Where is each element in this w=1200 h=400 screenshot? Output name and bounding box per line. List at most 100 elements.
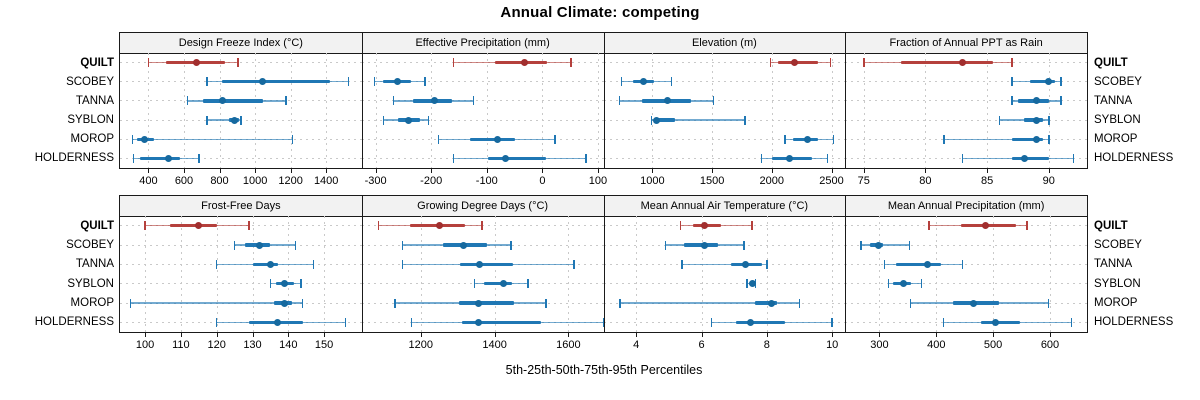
interquartile-bar bbox=[458, 301, 514, 305]
whisker-cap-high bbox=[347, 77, 350, 87]
whisker-cap-high bbox=[798, 298, 801, 308]
whisker-cap-high bbox=[300, 279, 302, 289]
whisker-cap-low bbox=[860, 240, 862, 250]
x-tick-mark bbox=[1050, 333, 1051, 337]
row-gridline bbox=[603, 81, 846, 83]
median-dot bbox=[969, 299, 977, 307]
panel-group-row-2: Frost-Free Days Growing Degree Days (°C) M… bbox=[120, 196, 1087, 332]
site-label-left-tanna: TANNA bbox=[75, 258, 114, 271]
median-dot bbox=[501, 154, 509, 162]
median-dot bbox=[459, 241, 467, 249]
x-tick-label: 400 bbox=[927, 339, 946, 351]
whisker-cap-low bbox=[131, 134, 134, 144]
panel-strip: Fraction of Annual PPT as Rain bbox=[845, 33, 1087, 53]
x-tick-label: 110 bbox=[172, 339, 190, 351]
whisker-cap-high bbox=[585, 153, 588, 163]
median-dot bbox=[140, 135, 148, 143]
whisker-cap-low bbox=[862, 58, 865, 68]
panel-strip-title: Fraction of Annual PPT as Rain bbox=[889, 37, 1043, 49]
panel-divider bbox=[361, 196, 363, 332]
row-gridline bbox=[603, 100, 846, 102]
x-tick-mark bbox=[216, 333, 218, 337]
whisker-cap-high bbox=[961, 259, 964, 269]
v-gridline bbox=[568, 216, 570, 332]
row-gridline bbox=[603, 283, 846, 285]
x-tick-mark bbox=[925, 169, 927, 173]
whisker-cap-low bbox=[679, 221, 682, 231]
x-tick-label: 2500 bbox=[819, 175, 844, 187]
panel-strip: Frost-Free Days bbox=[120, 196, 362, 216]
x-tick-label: 80 bbox=[919, 175, 932, 187]
site-label-left-scobey: SCOBEY bbox=[66, 239, 114, 251]
v-gridline bbox=[420, 216, 422, 332]
median-dot bbox=[474, 299, 482, 307]
whisker-cap-low bbox=[1010, 77, 1013, 87]
whisker-line bbox=[619, 302, 800, 304]
median-dot bbox=[281, 280, 289, 288]
v-gridline bbox=[987, 53, 989, 168]
panel-divider bbox=[845, 196, 847, 332]
whisker-cap-low bbox=[664, 240, 667, 250]
interquartile-bar bbox=[495, 60, 547, 65]
median-dot bbox=[742, 260, 750, 268]
row-gridline bbox=[361, 81, 604, 83]
x-tick-label: -300 bbox=[364, 175, 387, 187]
whisker-cap-low bbox=[909, 298, 912, 308]
site-label-right-scobey: SCOBEY bbox=[1094, 75, 1142, 88]
x-tick-label: 1000 bbox=[242, 175, 268, 187]
x-tick-mark bbox=[219, 169, 221, 173]
x-tick-label: 1200 bbox=[408, 339, 434, 351]
median-dot bbox=[258, 78, 266, 86]
whisker-cap-low bbox=[942, 317, 945, 327]
panel-strip-title: Growing Degree Days (°C) bbox=[417, 200, 549, 212]
median-dot bbox=[992, 318, 1000, 326]
x-axis-caption: 5th-25th-50th-75th-95th Percentiles bbox=[505, 363, 703, 377]
x-tick-mark bbox=[1048, 169, 1050, 173]
whisker-cap-low bbox=[206, 115, 208, 125]
interquartile-bar bbox=[1011, 156, 1049, 161]
v-gridline bbox=[326, 53, 328, 168]
whisker-cap-low bbox=[215, 259, 218, 269]
site-label-left-scobey: SCOBEY bbox=[66, 75, 114, 88]
whisker-cap-high bbox=[1047, 134, 1050, 144]
whisker-cap-low bbox=[215, 317, 218, 327]
whisker-cap-high bbox=[1047, 298, 1050, 308]
x-tick-label: 1400 bbox=[313, 175, 339, 187]
x-tick-mark bbox=[486, 169, 488, 173]
x-tick-label: 600 bbox=[1040, 339, 1060, 351]
row-gridline bbox=[845, 263, 1087, 265]
v-gridline bbox=[252, 216, 254, 332]
whisker-cap-low bbox=[943, 134, 945, 144]
v-gridline bbox=[290, 53, 292, 168]
whisker-cap-low bbox=[784, 134, 786, 144]
x-tick-mark bbox=[145, 333, 147, 337]
x-tick-label: -200 bbox=[420, 175, 443, 187]
x-tick-label: 1600 bbox=[556, 339, 581, 351]
interquartile-bar bbox=[470, 137, 516, 142]
median-dot bbox=[653, 116, 661, 124]
site-label-right-tanna: TANNA bbox=[1094, 94, 1133, 107]
whisker-cap-low bbox=[437, 134, 440, 144]
panel-divider bbox=[603, 196, 605, 332]
site-label-right-holderness: HOLDERNESS bbox=[1094, 316, 1174, 329]
whisker-cap-low bbox=[452, 153, 455, 163]
x-tick-mark bbox=[148, 169, 150, 173]
x-tick-mark bbox=[771, 169, 773, 173]
median-dot bbox=[1032, 135, 1040, 143]
median-dot bbox=[1045, 78, 1053, 86]
median-dot bbox=[404, 116, 412, 124]
x-tick-label: 500 bbox=[983, 339, 1003, 351]
median-dot bbox=[500, 280, 508, 288]
whisker-cap-high bbox=[920, 279, 923, 289]
x-tick-mark bbox=[431, 169, 433, 173]
whisker-cap-high bbox=[237, 58, 239, 68]
x-tick-label: 1000 bbox=[640, 175, 665, 187]
x-tick-mark bbox=[831, 169, 833, 173]
x-tick-label: 150 bbox=[314, 339, 334, 351]
median-dot bbox=[195, 222, 203, 230]
interquartile-bar bbox=[484, 281, 513, 286]
v-gridline bbox=[216, 216, 218, 332]
site-label-left-tanna: TANNA bbox=[75, 94, 114, 107]
median-dot bbox=[493, 135, 501, 143]
x-tick-label: 400 bbox=[139, 175, 158, 187]
